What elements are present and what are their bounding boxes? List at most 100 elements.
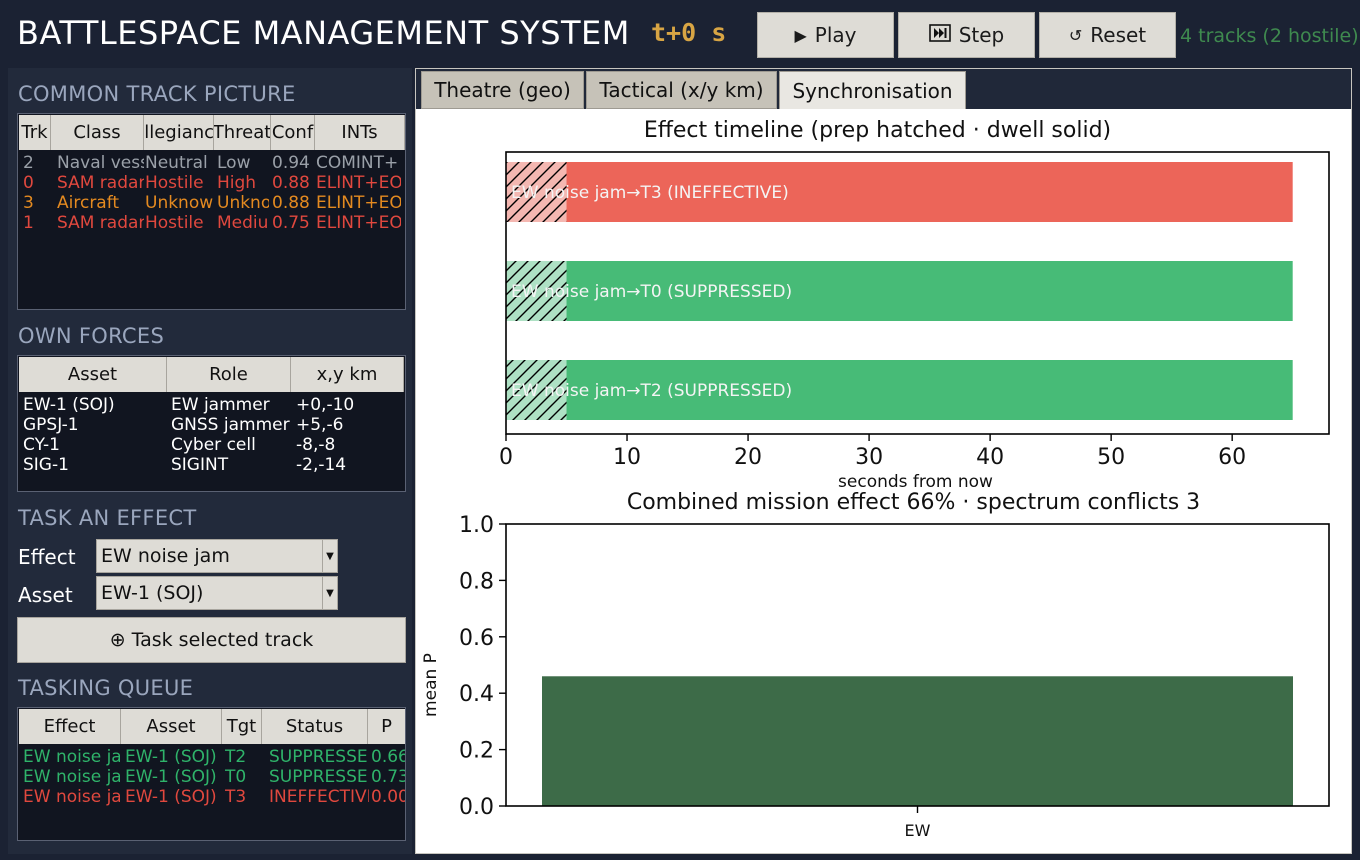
timeline-x-tick-label: 10: [613, 445, 641, 470]
cell-tgt: T3: [225, 787, 247, 807]
left-panel: COMMON TRACK PICTURE Trk Class Allegianc…: [8, 68, 412, 854]
col-header-ints[interactable]: INTs: [315, 115, 405, 150]
col-header-conf[interactable]: Conf: [271, 115, 315, 150]
timeline-dwell-bar: [566, 162, 1293, 222]
timeline-prep-hatch: [506, 261, 567, 321]
cell-role: SIGINT: [171, 455, 229, 475]
cell-asset: EW-1 (SOJ): [23, 395, 115, 415]
timeline-prep-hatch: [506, 360, 567, 420]
timeline-x-axis-label: seconds from now: [838, 472, 993, 492]
combined-y-tick-label: 1.0: [459, 513, 494, 538]
task-button-label: Task selected track: [131, 629, 314, 651]
effect-label: Effect: [18, 545, 76, 569]
cell-ints: ELINT+EO: [316, 193, 401, 213]
cell-trk: 2: [23, 153, 34, 173]
col-header-allegiance[interactable]: Allegiance: [144, 115, 214, 150]
cell-allegiance: Hostile: [145, 213, 204, 233]
synchronisation-plot: Effect timeline (prep hatched · dwell so…: [416, 109, 1351, 853]
own-forces-header: Asset Role x,y km: [19, 357, 404, 392]
sim-clock: t+0 s: [651, 18, 727, 47]
task-selected-track-button[interactable]: ⊕ Task selected track: [17, 617, 406, 663]
col-header-asset[interactable]: Asset: [121, 709, 222, 744]
cell-class: SAM radar: [57, 173, 144, 193]
chevron-down-icon[interactable]: ▼: [322, 577, 337, 609]
col-header-class[interactable]: Class: [51, 115, 144, 150]
cell-conf: 0.88: [272, 173, 310, 193]
cell-tgt: T0: [225, 767, 247, 787]
tab-theatre-geo[interactable]: Theatre (geo): [421, 71, 584, 109]
cell-conf: 0.75: [272, 213, 310, 233]
app-title: BATTLESPACE MANAGEMENT SYSTEM: [17, 14, 630, 52]
asset-select[interactable]: EW-1 (SOJ) ▼: [96, 576, 338, 610]
col-header-status[interactable]: Status: [262, 709, 368, 744]
reset-button[interactable]: ↺ Reset: [1039, 12, 1176, 58]
cell-conf: 0.88: [272, 193, 310, 213]
timeline-x-tick-label: 50: [1097, 445, 1125, 470]
track-table[interactable]: Trk Class Allegiance Threat Conf INTs 2 …: [17, 113, 406, 310]
cell-effect: EW noise jam: [23, 767, 120, 787]
combined-y-tick-label: 0.8: [459, 569, 494, 594]
cell-p: 0.00: [371, 787, 406, 807]
col-header-trk[interactable]: Trk: [19, 115, 51, 150]
step-button[interactable]: Step: [898, 12, 1035, 58]
own-forces-title: OWN FORCES: [18, 324, 165, 348]
cell-xy: -2,-14: [296, 455, 347, 475]
timeline-prep-hatch: [506, 162, 567, 222]
col-header-xy[interactable]: x,y km: [291, 357, 404, 392]
timeline-title: Effect timeline (prep hatched · dwell so…: [644, 118, 1111, 143]
timeline-dwell-bar: [566, 360, 1293, 420]
col-header-role[interactable]: Role: [167, 357, 291, 392]
combined-effect-title: Combined mission effect 66% · spectrum c…: [627, 490, 1200, 515]
cell-trk: 0: [23, 173, 34, 193]
cell-allegiance: Unknown: [145, 193, 213, 213]
cell-threat: Medium: [217, 213, 269, 233]
timeline-dwell-bar: [566, 261, 1293, 321]
play-icon: ▶: [794, 25, 807, 45]
effect-select[interactable]: EW noise jam ▼: [96, 539, 338, 573]
play-button[interactable]: ▶ Play: [757, 12, 894, 58]
cell-status: SUPPRESSED: [269, 747, 369, 767]
tab-tactical[interactable]: Tactical (x/y km): [586, 71, 777, 109]
tasking-queue-table[interactable]: Effect Asset Tgt Status P EW noise jam E…: [17, 707, 406, 841]
cell-asset: SIG-1: [23, 455, 69, 475]
view-tabs: Theatre (geo) Tactical (x/y km) Synchron…: [416, 69, 1351, 111]
col-header-asset[interactable]: Asset: [19, 357, 167, 392]
cell-tgt: T2: [225, 747, 247, 767]
tab-synchronisation[interactable]: Synchronisation: [779, 71, 966, 111]
cell-effect: EW noise jam: [23, 747, 120, 767]
cell-asset: GPSJ-1: [23, 415, 79, 435]
timeline-bar-label: EW noise jam→T2 (SUPPRESSED): [511, 381, 792, 401]
cell-allegiance: Neutral: [145, 153, 208, 173]
crosshair-icon: ⊕: [109, 629, 126, 651]
cell-class: SAM radar: [57, 213, 144, 233]
cell-threat: Low: [217, 153, 251, 173]
cell-asset: EW-1 (SOJ): [125, 787, 217, 807]
chevron-down-icon[interactable]: ▼: [322, 540, 337, 572]
synchronisation-charts: Effect timeline (prep hatched · dwell so…: [421, 118, 1330, 840]
cell-status: INEFFECTIVE: [269, 787, 369, 807]
tasking-queue-title: TASKING QUEUE: [18, 676, 194, 700]
reset-button-label: Reset: [1090, 23, 1147, 47]
cell-xy: +0,-10: [296, 395, 355, 415]
timeline-x-tick-label: 60: [1218, 445, 1246, 470]
cell-role: Cyber cell: [171, 435, 256, 455]
cell-trk: 1: [23, 213, 34, 233]
step-button-label: Step: [958, 23, 1005, 47]
combined-y-tick-label: 0.4: [459, 682, 494, 707]
cell-asset: EW-1 (SOJ): [125, 747, 217, 767]
col-header-tgt[interactable]: Tgt: [222, 709, 262, 744]
cell-ints: ELINT+EO: [316, 173, 401, 193]
col-header-p[interactable]: P: [368, 709, 405, 744]
col-header-threat[interactable]: Threat: [214, 115, 271, 150]
track-picture-title: COMMON TRACK PICTURE: [18, 82, 296, 106]
cell-ints: COMINT+: [316, 153, 399, 173]
combined-y-tick-label: 0.2: [459, 739, 494, 764]
cell-trk: 3: [23, 193, 34, 213]
cell-xy: -8,-8: [296, 435, 336, 455]
own-forces-table[interactable]: Asset Role x,y km EW-1 (SOJ) EW jammer +…: [17, 355, 406, 492]
timeline-x-tick-label: 20: [734, 445, 762, 470]
col-header-effect[interactable]: Effect: [19, 709, 121, 744]
asset-select-value: EW-1 (SOJ): [101, 582, 204, 604]
timeline-bar-label: EW noise jam→T3 (INEFFECTIVE): [511, 183, 789, 203]
timeline-x-tick-label: 40: [976, 445, 1004, 470]
